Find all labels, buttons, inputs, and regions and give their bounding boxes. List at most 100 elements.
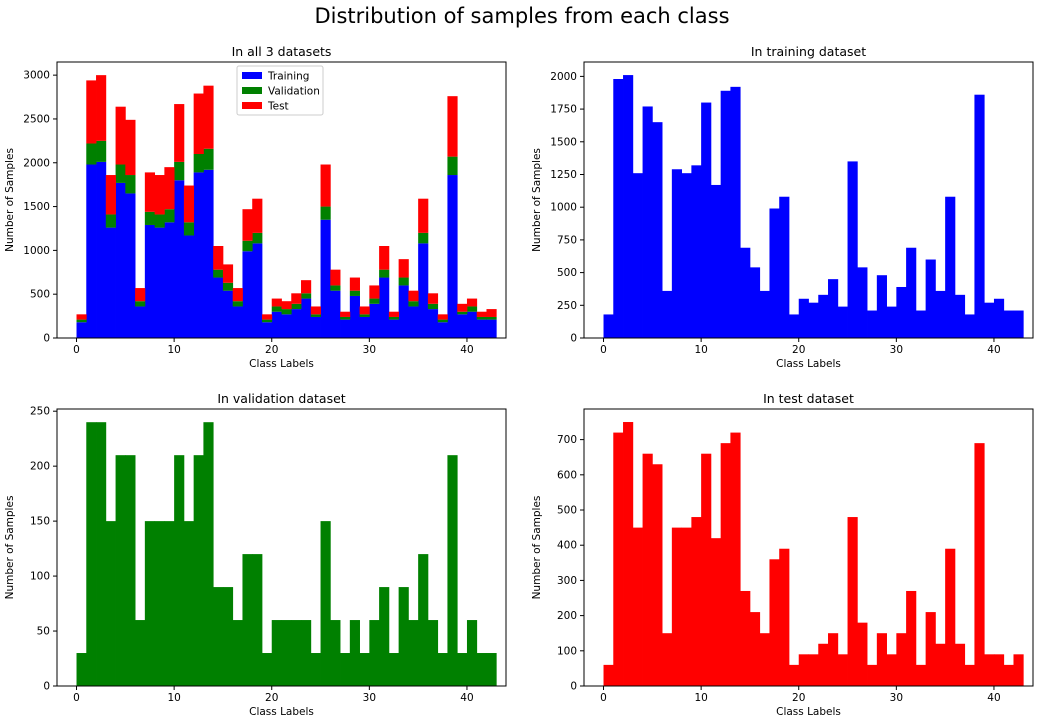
bar-training-training-class-17 bbox=[769, 208, 780, 338]
x-axis-label: Class Labels bbox=[249, 358, 314, 370]
bar-all-test-class-22 bbox=[291, 293, 302, 304]
y-tick-label: 1750 bbox=[550, 104, 577, 116]
bar-all-validation-class-1 bbox=[86, 143, 97, 165]
bar-test-test-class-10 bbox=[701, 453, 712, 686]
bar-all-test-class-4 bbox=[115, 106, 126, 165]
bar-training-training-class-9 bbox=[691, 165, 702, 338]
bar-all-validation-class-41 bbox=[476, 316, 487, 320]
bar-all-test-class-32 bbox=[388, 311, 400, 317]
bar-validation-validation-class-0 bbox=[76, 653, 87, 686]
bar-all-training-class-21 bbox=[281, 314, 292, 338]
bar-test-test-class-30 bbox=[896, 633, 907, 686]
bar-all-training-class-33 bbox=[398, 285, 409, 338]
bar-test-test-class-11 bbox=[710, 538, 722, 686]
bar-training-training-class-1 bbox=[613, 79, 624, 338]
bar-all-test-class-11 bbox=[183, 185, 195, 223]
bar-training-training-class-20 bbox=[798, 298, 809, 338]
y-axis-label: Number of Samples bbox=[531, 496, 543, 600]
bar-all-validation-class-27 bbox=[340, 316, 351, 320]
bar-all-training-class-2 bbox=[96, 161, 107, 338]
bar-all-validation-class-42 bbox=[486, 316, 497, 320]
chart-title: In validation dataset bbox=[217, 391, 345, 406]
bar-training-training-class-13 bbox=[730, 86, 741, 338]
bar-all-validation-class-32 bbox=[388, 316, 400, 320]
bar-all-test-class-23 bbox=[301, 280, 312, 294]
bar-training-training-class-37 bbox=[964, 314, 975, 338]
bar-training-training-class-42 bbox=[1013, 310, 1024, 338]
y-tick-label: 750 bbox=[557, 234, 577, 246]
bar-all-test-class-30 bbox=[369, 285, 380, 299]
bar-all-test-class-0 bbox=[76, 314, 87, 320]
x-tick-label: 30 bbox=[890, 692, 903, 704]
y-tick-label: 250 bbox=[557, 300, 577, 312]
bar-training-training-class-26 bbox=[857, 267, 868, 338]
x-tick-label: 0 bbox=[73, 344, 80, 356]
bar-training-training-class-24 bbox=[837, 306, 848, 338]
bar-all-training-class-1 bbox=[86, 164, 97, 338]
x-tick-label: 0 bbox=[600, 692, 607, 704]
bar-validation-validation-class-20 bbox=[271, 620, 282, 686]
y-tick-label: 2500 bbox=[23, 113, 50, 125]
bar-training-training-class-39 bbox=[984, 302, 995, 338]
bar-all-validation-class-15 bbox=[222, 282, 234, 291]
bar-all-validation-class-2 bbox=[96, 140, 107, 162]
bar-all-test-class-8 bbox=[154, 175, 165, 215]
bar-all-training-class-14 bbox=[213, 277, 224, 338]
x-tick-label: 40 bbox=[460, 344, 473, 356]
bar-training-training-class-32 bbox=[915, 310, 927, 338]
bar-training-training-class-30 bbox=[896, 286, 907, 338]
x-axis-label: Class Labels bbox=[776, 706, 841, 718]
bar-training-training-class-10 bbox=[701, 102, 712, 338]
bar-all-training-class-23 bbox=[301, 298, 312, 338]
bar-test-test-class-32 bbox=[915, 664, 927, 686]
bar-all-training-class-10 bbox=[174, 180, 185, 338]
bar-test-test-class-34 bbox=[935, 643, 946, 686]
y-tick-label: 200 bbox=[557, 610, 577, 622]
x-tick-label: 0 bbox=[73, 692, 80, 704]
axes-frame bbox=[583, 61, 1034, 339]
bar-test-test-class-15 bbox=[749, 612, 761, 686]
bar-training-training-class-34 bbox=[935, 290, 946, 338]
bar-all-test-class-14 bbox=[213, 246, 224, 270]
bar-all-validation-class-22 bbox=[291, 303, 302, 310]
bar-validation-validation-class-28 bbox=[349, 620, 360, 686]
bar-all-test-class-21 bbox=[281, 301, 292, 310]
bar-all-validation-class-5 bbox=[125, 175, 136, 194]
y-tick-label: 2000 bbox=[23, 157, 50, 169]
y-tick-label: 500 bbox=[557, 505, 577, 517]
x-tick-label: 40 bbox=[460, 692, 473, 704]
bar-all-training-class-9 bbox=[164, 222, 175, 338]
bar-test-test-class-21 bbox=[808, 654, 819, 686]
bar-all-training-class-12 bbox=[193, 172, 204, 338]
bar-all-training-class-0 bbox=[76, 322, 87, 338]
bar-test-test-class-13 bbox=[730, 432, 741, 686]
bar-all-training-class-29 bbox=[359, 316, 370, 338]
y-tick-label: 500 bbox=[557, 267, 577, 279]
axes-frame bbox=[583, 408, 1034, 687]
bar-test-test-class-7 bbox=[671, 527, 683, 686]
x-tick-label: 20 bbox=[265, 692, 278, 704]
bar-all-test-class-39 bbox=[457, 303, 468, 312]
y-tick-label: 300 bbox=[557, 575, 577, 587]
y-axis-label: Number of Samples bbox=[4, 496, 16, 600]
bar-validation-validation-class-33 bbox=[398, 587, 409, 686]
bar-all-training-class-37 bbox=[437, 322, 448, 338]
bar-all-validation-class-18 bbox=[252, 232, 263, 244]
bar-validation-validation-class-41 bbox=[476, 653, 487, 686]
bar-all-validation-class-39 bbox=[457, 311, 468, 315]
bar-training-training-class-21 bbox=[808, 302, 819, 338]
bar-all-test-class-7 bbox=[144, 172, 156, 212]
bar-all-validation-class-9 bbox=[164, 209, 175, 223]
bar-test-test-class-33 bbox=[925, 612, 936, 686]
bar-test-test-class-16 bbox=[759, 633, 770, 686]
bar-validation-validation-class-42 bbox=[486, 653, 497, 686]
bar-all-validation-class-16 bbox=[232, 301, 243, 307]
bar-all-validation-class-0 bbox=[76, 319, 87, 323]
bar-all-validation-class-20 bbox=[271, 306, 282, 312]
bar-all-training-class-25 bbox=[320, 219, 331, 338]
bar-all-training-class-5 bbox=[125, 193, 136, 338]
bar-all-test-class-25 bbox=[320, 164, 331, 207]
bar-test-test-class-19 bbox=[788, 664, 800, 686]
